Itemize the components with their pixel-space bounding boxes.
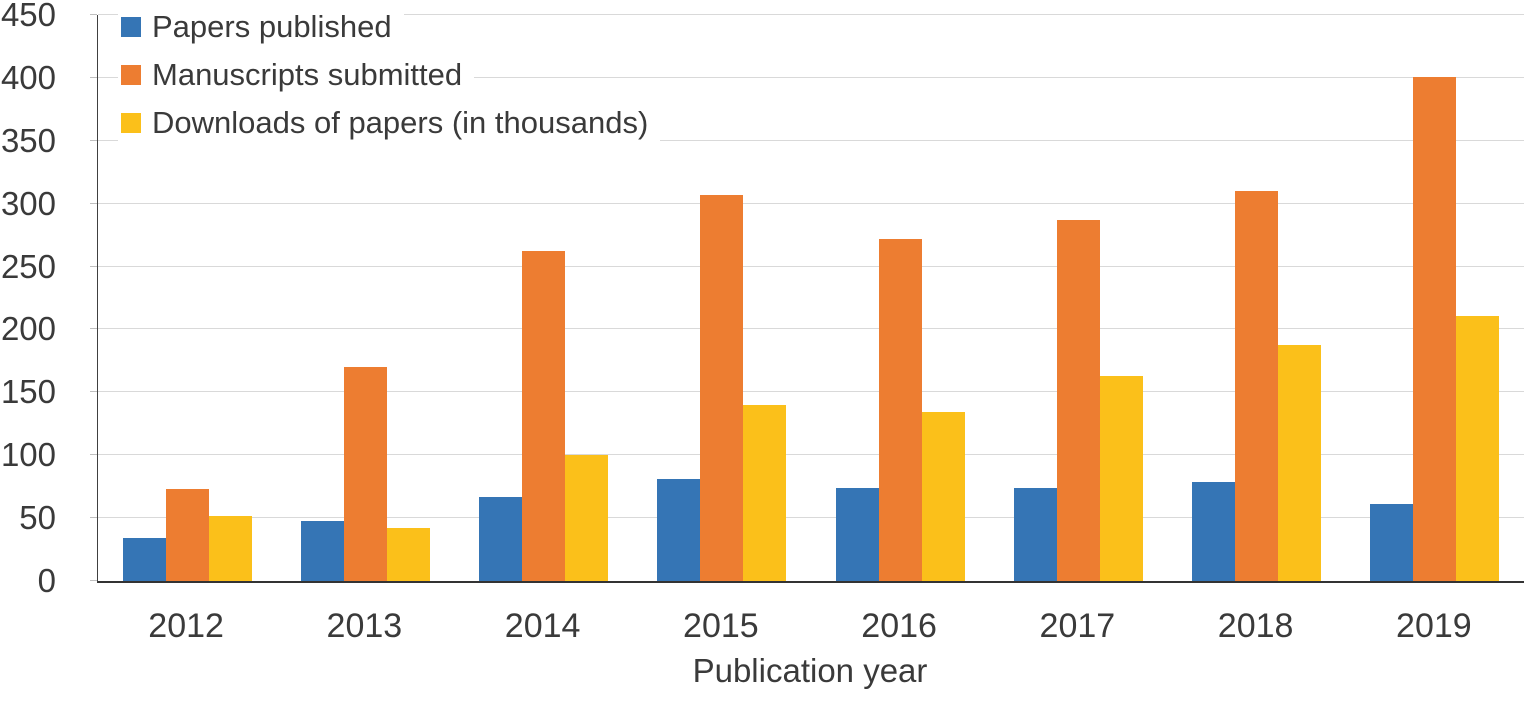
bar — [1013, 487, 1057, 581]
y-tick-mark — [90, 328, 97, 330]
bar — [1235, 191, 1279, 581]
legend-label: Manuscripts submitted — [152, 57, 463, 92]
y-tick-mark — [90, 454, 97, 456]
bar — [657, 479, 701, 581]
y-tick-label: 350 — [0, 121, 56, 159]
legend-item: Manuscripts submitted — [118, 56, 475, 94]
bar-group-2016 — [811, 15, 989, 581]
bar-group-2013 — [276, 15, 454, 581]
bar-group-2015 — [633, 15, 811, 581]
bar-group-2012 — [98, 15, 276, 581]
legend-swatch-icon — [121, 17, 141, 37]
gridline — [98, 14, 1524, 15]
bar — [1370, 504, 1414, 581]
bar — [208, 515, 252, 581]
x-tick-label: 2017 — [1039, 607, 1116, 645]
y-tick-mark — [90, 391, 97, 393]
bar — [700, 194, 744, 581]
y-tick-label: 50 — [19, 499, 56, 537]
bar — [1413, 76, 1457, 581]
y-tick-mark — [90, 76, 97, 78]
bar — [921, 412, 965, 581]
legend-item: Papers published — [118, 8, 404, 46]
bar — [386, 528, 430, 581]
y-tick-mark — [90, 517, 97, 519]
gridline — [98, 139, 1524, 141]
gridline — [98, 517, 1524, 519]
x-tick-label: 2019 — [1396, 607, 1472, 645]
gridline — [98, 454, 1524, 456]
x-tick-label: 2012 — [148, 607, 224, 645]
y-tick-label: 450 — [0, 0, 56, 33]
bar-group-2017 — [989, 15, 1167, 581]
gridline — [98, 265, 1524, 267]
x-tick-label: 2018 — [1217, 607, 1294, 645]
legend-label: Papers published — [152, 9, 392, 44]
bar — [835, 487, 879, 581]
bar — [1099, 375, 1143, 581]
legend: Papers published Manuscripts submitted Dow… — [118, 8, 661, 142]
y-tick-label: 100 — [0, 436, 56, 474]
gridline — [98, 76, 1524, 78]
y-tick-label: 200 — [0, 310, 56, 348]
gridline — [98, 328, 1524, 330]
bar — [122, 538, 166, 581]
x-tick-label: 2015 — [683, 607, 759, 645]
bar-group-2014 — [455, 15, 633, 581]
bar — [479, 496, 523, 581]
y-tick-label: 0 — [37, 562, 56, 599]
y-tick-label: 400 — [0, 58, 56, 96]
bar — [1192, 481, 1236, 581]
y-tick-mark — [90, 14, 97, 15]
bar — [565, 455, 609, 581]
plot-area — [97, 14, 1524, 583]
bar — [343, 367, 387, 581]
bar-group-2018 — [1168, 15, 1346, 581]
y-tick-label: 150 — [0, 373, 56, 411]
x-axis-title: Publication year — [692, 652, 928, 689]
y-tick-mark — [90, 265, 97, 267]
x-tick-label: 2013 — [326, 607, 403, 645]
bar — [522, 251, 566, 581]
gridline — [98, 391, 1524, 393]
bar — [1278, 344, 1322, 581]
y-tick-mark — [90, 139, 97, 141]
bar — [1056, 220, 1100, 581]
bar — [300, 520, 344, 581]
y-tick-mark — [90, 202, 97, 204]
bar — [1456, 315, 1500, 581]
bar — [878, 238, 922, 581]
y-tick-mark — [90, 580, 97, 581]
bar — [165, 489, 209, 581]
legend-swatch-icon — [121, 65, 141, 85]
gridline — [98, 202, 1524, 204]
bar — [743, 404, 787, 581]
x-tick-label: 2014 — [504, 607, 581, 645]
y-tick-label: 300 — [0, 184, 56, 222]
y-tick-label: 250 — [0, 247, 56, 285]
legend-item: Downloads of papers (in thousands) — [118, 104, 661, 142]
legend-swatch-icon — [121, 113, 141, 133]
bar-group-2019 — [1346, 15, 1524, 581]
legend-label: Downloads of papers (in thousands) — [152, 105, 649, 140]
x-tick-label: 2016 — [861, 607, 937, 645]
